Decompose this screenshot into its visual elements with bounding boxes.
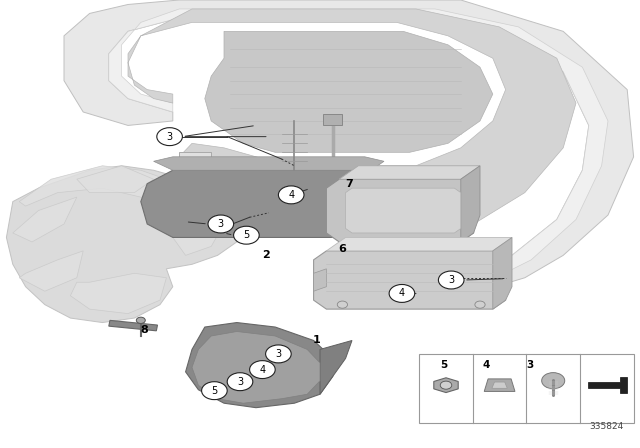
Circle shape — [440, 381, 452, 389]
Text: 7: 7 — [345, 179, 353, 189]
Polygon shape — [326, 237, 512, 251]
Polygon shape — [109, 9, 608, 287]
Circle shape — [541, 373, 564, 389]
Bar — [109, 320, 157, 331]
Polygon shape — [320, 340, 352, 394]
Text: 3: 3 — [218, 219, 224, 229]
Text: 4: 4 — [288, 190, 294, 200]
Polygon shape — [492, 382, 508, 388]
Circle shape — [208, 215, 234, 233]
Text: 2: 2 — [262, 250, 269, 260]
Text: 1: 1 — [313, 336, 321, 345]
Text: 3: 3 — [448, 275, 454, 285]
Text: 3: 3 — [526, 360, 534, 370]
Polygon shape — [192, 332, 320, 403]
Circle shape — [438, 271, 464, 289]
Polygon shape — [346, 188, 461, 233]
Polygon shape — [461, 166, 480, 242]
Text: 5: 5 — [211, 386, 218, 396]
Circle shape — [250, 361, 275, 379]
Circle shape — [227, 373, 253, 391]
Polygon shape — [19, 251, 83, 291]
Polygon shape — [128, 9, 576, 237]
Polygon shape — [326, 179, 474, 242]
Polygon shape — [484, 379, 515, 392]
Polygon shape — [173, 206, 224, 255]
Polygon shape — [314, 269, 326, 291]
Polygon shape — [154, 157, 384, 170]
Text: 6: 6 — [339, 244, 346, 254]
Text: 3: 3 — [166, 132, 173, 142]
Circle shape — [337, 301, 348, 308]
Polygon shape — [493, 237, 512, 309]
Text: 3: 3 — [237, 377, 243, 387]
Polygon shape — [70, 273, 166, 314]
Text: 335824: 335824 — [589, 422, 624, 431]
Circle shape — [202, 382, 227, 400]
Text: 3: 3 — [275, 349, 282, 359]
Text: 5: 5 — [440, 360, 447, 370]
Circle shape — [157, 128, 182, 146]
Text: 4: 4 — [483, 360, 490, 370]
Text: 5: 5 — [243, 230, 250, 240]
Polygon shape — [339, 166, 480, 179]
Polygon shape — [205, 31, 493, 152]
Polygon shape — [77, 166, 154, 193]
Polygon shape — [434, 378, 458, 392]
Circle shape — [278, 186, 304, 204]
Circle shape — [475, 301, 485, 308]
Circle shape — [136, 317, 145, 323]
Polygon shape — [186, 323, 333, 408]
Text: 4: 4 — [399, 289, 405, 298]
Polygon shape — [64, 0, 634, 296]
Bar — [419, 354, 634, 423]
Polygon shape — [13, 197, 77, 242]
Circle shape — [266, 345, 291, 363]
Bar — [179, 152, 211, 170]
Polygon shape — [19, 166, 205, 211]
Circle shape — [389, 284, 415, 302]
Polygon shape — [141, 170, 410, 237]
Polygon shape — [588, 377, 627, 393]
Text: 8: 8 — [140, 325, 148, 335]
Circle shape — [234, 226, 259, 244]
Polygon shape — [314, 251, 506, 309]
Polygon shape — [6, 166, 243, 323]
Bar — [323, 114, 342, 125]
Text: 4: 4 — [259, 365, 266, 375]
